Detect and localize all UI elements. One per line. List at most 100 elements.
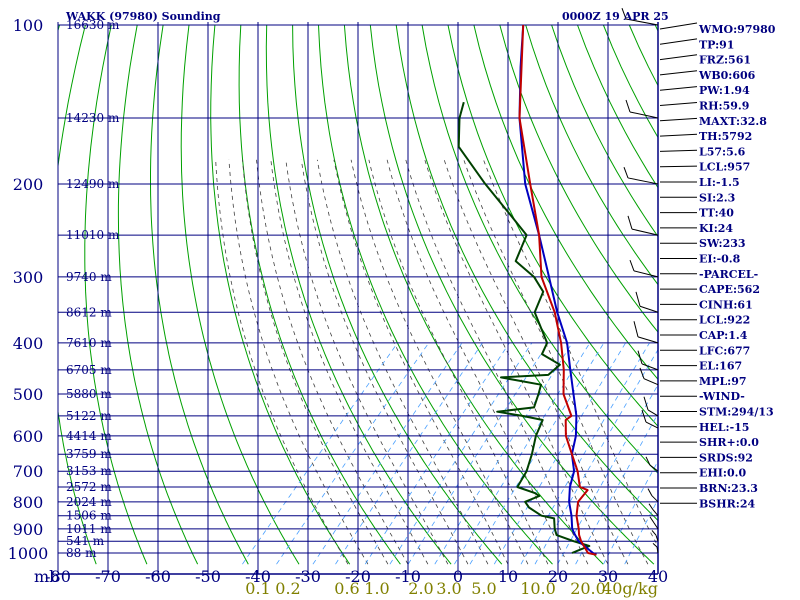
index-value: HEL:-15 xyxy=(699,421,749,434)
index-value: LI:-1.5 xyxy=(699,176,740,189)
pressure-tick-label: 900 xyxy=(13,520,44,539)
temperature-tick-label: 10 xyxy=(498,567,518,586)
mixing-ratio-label: 0.1 xyxy=(245,579,270,598)
dry-adiabat-line xyxy=(292,24,503,565)
index-leader-line xyxy=(659,86,698,91)
moist-adiabat-line xyxy=(300,159,469,565)
index-value: RH:59.9 xyxy=(699,100,749,113)
height-level-label: 541 m xyxy=(66,534,105,548)
index-value: BRN:23.3 xyxy=(699,482,758,495)
height-level-label: 11010 m xyxy=(66,228,120,242)
axis-labels: 0.1 0.2 0.6 1.0 2.0 3.0 5.0 10.0 20.040g/kg10020… xyxy=(8,16,669,598)
index-value: EI:-0.8 xyxy=(699,253,741,266)
mixing-ratio-label: 40g/kg xyxy=(602,579,658,598)
height-level-label: 9740 m xyxy=(66,270,112,284)
index-value: CAP:1.4 xyxy=(699,329,748,342)
wind-barb-feather xyxy=(643,396,649,411)
wind-barb xyxy=(645,421,659,429)
moist-adiabat-line xyxy=(368,159,549,565)
mixing-ratio-label: 0.2 xyxy=(275,579,300,598)
index-value: EHI:0.0 xyxy=(699,467,746,480)
mixing-ratio-label: 1.0 xyxy=(364,579,389,598)
mixing-ratio-line xyxy=(434,342,573,565)
index-value: LCL:957 xyxy=(699,161,750,174)
index-value: TP:91 xyxy=(699,38,734,51)
index-leader-line xyxy=(659,149,698,152)
moist-adiabat-line xyxy=(228,159,369,565)
pressure-tick-label: 200 xyxy=(13,175,44,194)
dry-adiabat-line xyxy=(210,24,351,565)
wind-barb xyxy=(631,228,659,236)
moist-adiabat-line xyxy=(463,159,649,565)
mixing-ratio-label: 0.6 xyxy=(334,579,359,598)
height-level-label: 16630 m xyxy=(66,18,120,32)
temperature-tick-label: 30 xyxy=(598,567,618,586)
index-value: SHR+:0.0 xyxy=(699,436,759,449)
wind-barb xyxy=(647,409,659,417)
wind-barb-feather xyxy=(649,516,655,524)
mixing-ratio-label: 5.0 xyxy=(471,579,496,598)
dry-adiabat-line xyxy=(343,24,604,565)
dry-adiabat-line xyxy=(84,24,148,565)
moist-adiabat-line xyxy=(270,159,429,565)
mixing-ratio-line xyxy=(575,412,658,565)
mixing-ratio-lines xyxy=(242,342,658,565)
height-level-label: 5880 m xyxy=(66,387,112,401)
wind-barb-feather xyxy=(623,166,629,179)
mixing-ratio-line xyxy=(520,342,650,565)
dry-adiabat-line xyxy=(369,24,655,565)
mixing-ratio-line xyxy=(407,342,549,565)
height-level-label: 2572 m xyxy=(66,480,112,494)
wind-barb-feather xyxy=(651,530,657,536)
index-value: -WIND- xyxy=(699,390,745,403)
wind-barb-feather xyxy=(621,8,627,20)
index-value: SRDS:92 xyxy=(699,451,753,464)
index-leader-line xyxy=(659,117,698,122)
dry-adiabat-line xyxy=(180,24,300,565)
dry-adiabat-line xyxy=(238,24,401,565)
wind-barb-feather xyxy=(635,291,641,307)
temperature-tick-label: -40 xyxy=(245,567,271,586)
dry-adiabat-line xyxy=(265,24,452,565)
index-leader-line xyxy=(659,38,698,45)
temperature-tick-label: -50 xyxy=(195,567,221,586)
dry-adiabat-line xyxy=(58,24,97,565)
wind-barb xyxy=(629,111,659,119)
pressure-tick-label: 800 xyxy=(13,493,44,512)
temperature-tick-label: 20 xyxy=(548,567,568,586)
moist-adiabat-line xyxy=(285,159,449,565)
moist-adiabat-line xyxy=(424,159,609,565)
sounding-profiles xyxy=(457,24,597,556)
wind-barb xyxy=(652,509,659,517)
wind-barbs xyxy=(621,8,659,554)
temperature-profile xyxy=(518,24,597,556)
temperature-tick-label: -20 xyxy=(345,567,371,586)
index-value: WB0:606 xyxy=(698,69,756,82)
height-level-label: 1506 m xyxy=(66,509,112,523)
height-level-label: 88 m xyxy=(66,546,97,560)
index-value: TT:40 xyxy=(699,207,734,220)
wind-barb-feather xyxy=(652,543,658,548)
wind-barb-feather xyxy=(629,259,635,272)
dry-adiabat-line xyxy=(150,24,249,565)
mixing-ratio-label: 3.0 xyxy=(436,579,461,598)
mixing-ratio-line xyxy=(603,460,658,565)
height-level-label: 1011 m xyxy=(66,522,112,536)
temperature-tick-label: 40 xyxy=(648,567,668,586)
index-value: CAPE:562 xyxy=(699,283,760,296)
mixing-ratio-line xyxy=(242,342,398,565)
temperature-tick-label: -30 xyxy=(295,567,321,586)
wind-barb xyxy=(625,18,659,26)
chart-title: WAKK (97980) Sounding xyxy=(65,10,221,23)
temperature-tick-label: -10 xyxy=(395,567,421,586)
mixing-ratio-line xyxy=(557,383,658,565)
height-level-label: 14230 m xyxy=(66,111,120,125)
pressure-tick-label: 500 xyxy=(13,385,44,404)
wind-barb-feather xyxy=(627,215,633,230)
dry-adiabat-line xyxy=(499,24,658,333)
wind-barb xyxy=(655,535,659,542)
wind-barb-feather xyxy=(639,367,645,379)
height-level-label: 3153 m xyxy=(66,464,112,478)
temperature-tick-label: 0 xyxy=(453,567,463,586)
